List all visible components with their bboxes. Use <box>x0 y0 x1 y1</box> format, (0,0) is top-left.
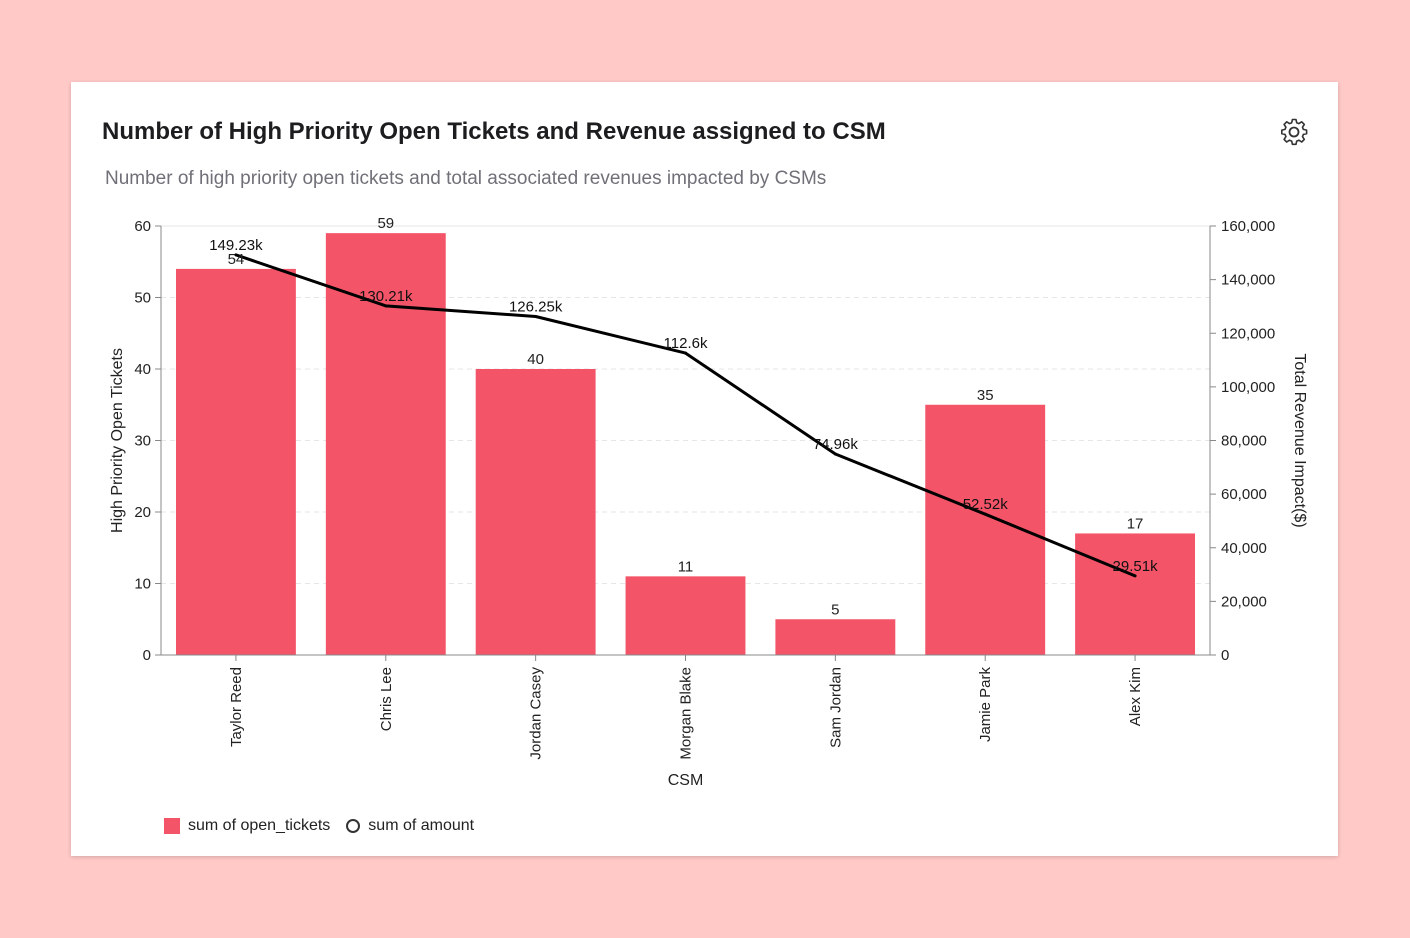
chart-title: Number of High Priority Open Tickets and… <box>102 118 886 145</box>
legend-label: sum of open_tickets <box>188 817 331 834</box>
x-tick-label: Jordan Casey <box>528 667 545 760</box>
line-point <box>534 314 538 318</box>
y2-tick-label: 160,000 <box>1221 218 1275 235</box>
x-tick-label: Alex Kim <box>1127 667 1144 726</box>
line-value-label: 74.96k <box>813 436 859 453</box>
line-value-label: 126.25k <box>509 298 563 315</box>
y2-tick-label: 140,000 <box>1221 272 1275 289</box>
chart-subtitle: Number of high priority open tickets and… <box>105 168 827 189</box>
combo-chart: 0 10 20 30 40 50 60 0 20,000 40,000 60,000 80,000 10… <box>109 215 1308 789</box>
y2-axis-label: Total Revenue Impact($) <box>1291 353 1308 527</box>
gear-icon[interactable] <box>1278 116 1310 148</box>
bar <box>475 369 596 655</box>
y-tick-label: 0 <box>143 647 151 664</box>
bar-value-label: 11 <box>678 558 694 575</box>
line-value-label: 112.6k <box>664 335 708 352</box>
y2-tick-label: 0 <box>1221 647 1229 664</box>
line-point <box>384 304 388 308</box>
bar-value-label: 17 <box>1127 515 1144 532</box>
bar-value-label: 35 <box>977 387 994 404</box>
x-tick-label: Sam Jordan <box>827 667 844 748</box>
y-tick-label: 60 <box>134 218 151 235</box>
legend-label: sum of amount <box>368 817 475 834</box>
line-point <box>1133 574 1137 578</box>
chart-card: Number of High Priority Open Tickets and… <box>71 82 1338 856</box>
bar <box>1075 533 1196 655</box>
y2-tick-label: 120,000 <box>1221 325 1275 342</box>
y-tick-label: 10 <box>134 576 151 593</box>
y2-tick-label: 40,000 <box>1221 540 1267 557</box>
y-tick-label: 50 <box>134 290 151 307</box>
y2-tick-label: 20,000 <box>1221 593 1267 610</box>
y-tick-label: 20 <box>134 504 151 521</box>
bar-value-label: 40 <box>527 351 544 368</box>
x-tick-label: Chris Lee <box>378 667 395 731</box>
bar-swatch-icon <box>164 818 180 834</box>
bar <box>775 619 896 655</box>
y-tick-label: 30 <box>134 433 151 450</box>
line-value-label: 29.51k <box>1113 558 1159 575</box>
x-tick-label: Morgan Blake <box>678 667 695 760</box>
circle-swatch-icon <box>346 819 361 833</box>
y2-tick-label: 80,000 <box>1221 433 1267 450</box>
line-point <box>983 512 987 516</box>
y-tick-label: 40 <box>134 361 151 378</box>
line-point <box>833 452 837 456</box>
y2-tick-label: 100,000 <box>1221 379 1275 396</box>
line-value-label: 130.21k <box>359 288 413 305</box>
bar-value-label: 59 <box>377 215 394 232</box>
bar <box>325 233 446 655</box>
bar-value-label: 5 <box>831 601 839 618</box>
legend-item-amount[interactable]: sum of amount <box>346 817 474 835</box>
x-tick-label: Jamie Park <box>977 667 994 743</box>
y2-tick-label: 60,000 <box>1221 486 1267 503</box>
line-point <box>684 351 687 355</box>
legend-item-open-tickets[interactable]: sum of open_tickets <box>164 817 330 835</box>
line-point <box>234 253 238 257</box>
bar <box>625 576 746 655</box>
bar <box>175 268 296 655</box>
line-value-label: 52.52k <box>963 496 1009 513</box>
x-tick-label: Taylor Reed <box>228 667 245 747</box>
line-value-label: 149.23k <box>209 237 263 254</box>
bar-value-label: 54 <box>228 251 245 268</box>
y-axis-label: High Priority Open Tickets <box>109 348 126 533</box>
legend: sum of open_tickets sum of amount <box>164 817 490 835</box>
x-axis-label: CSM <box>668 772 704 789</box>
